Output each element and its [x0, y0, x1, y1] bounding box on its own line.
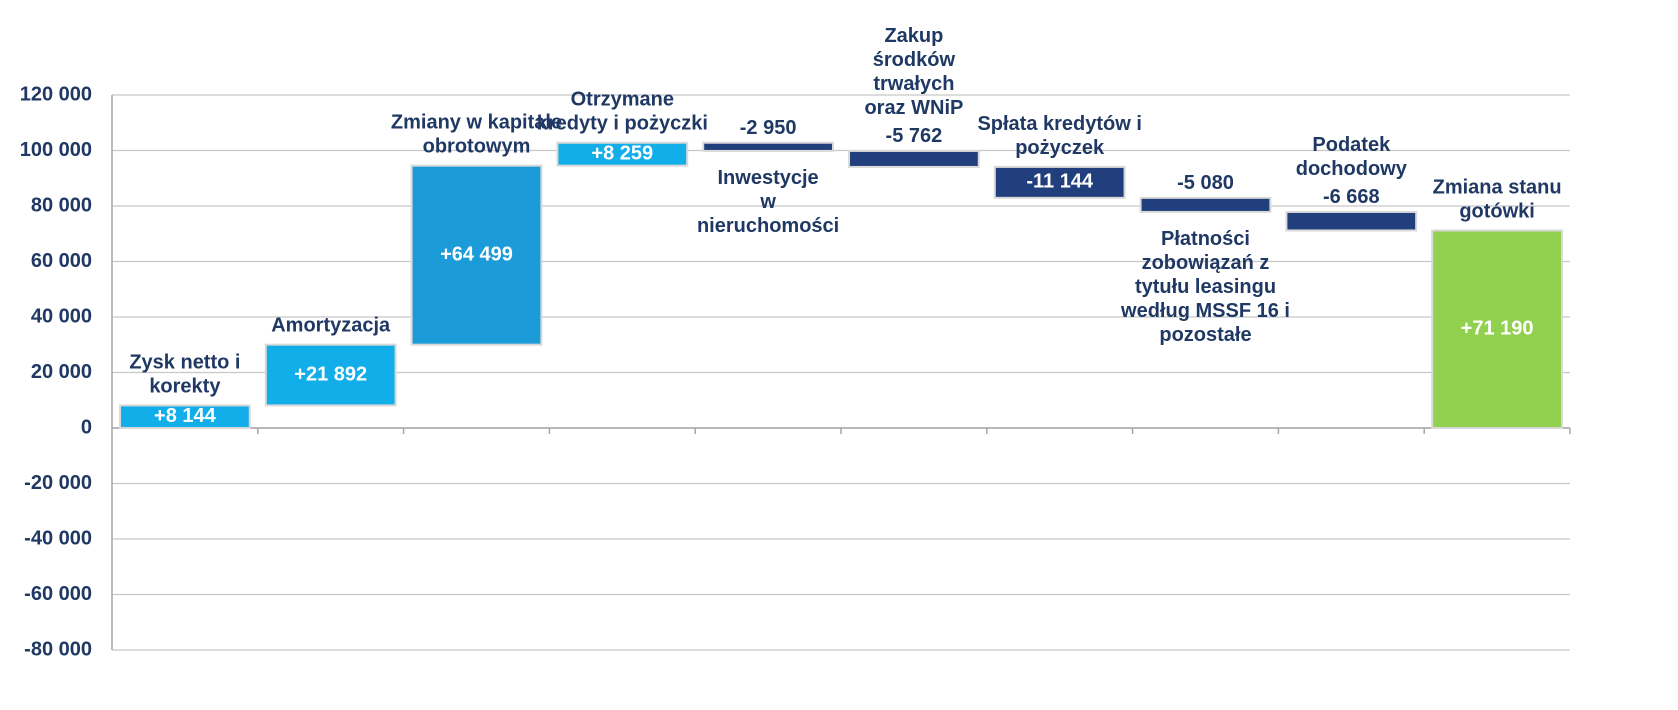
category-label: Spłata kredytów i pożyczek	[977, 113, 1142, 159]
bar	[410, 164, 543, 346]
category-label: Zysk netto i korekty	[129, 352, 240, 398]
category-label: Zmiany w kapitale obrotowym	[391, 112, 562, 158]
value-label: -6 668	[1323, 186, 1380, 208]
y-tick-label: -80 000	[24, 638, 92, 660]
category-label: Płatności zobowiązań z tytułu leasingu wedł…	[1120, 228, 1290, 346]
category-label: Zmiana stanu gotówki	[1433, 177, 1562, 223]
value-label: -11 144	[1026, 171, 1094, 193]
value-label: +8 259	[591, 142, 653, 164]
bar	[556, 141, 689, 167]
bar	[702, 141, 834, 152]
y-tick-label: 40 000	[31, 305, 92, 327]
value-label: +21 892	[294, 363, 367, 385]
y-tick-label: -20 000	[24, 472, 92, 494]
value-label: +71 190	[1461, 318, 1534, 340]
category-label: Inwestycje w nieruchomości	[697, 167, 839, 237]
bar	[1431, 229, 1563, 429]
y-tick-label: 120 000	[20, 83, 92, 105]
y-tick-label: -40 000	[24, 527, 92, 549]
value-label: -5 762	[886, 125, 943, 147]
bar	[993, 165, 1126, 199]
value-label: -2 950	[740, 117, 797, 139]
category-label: Podatek dochodowy	[1296, 134, 1408, 180]
bar	[264, 343, 397, 407]
category-label: Zakup środków trwałych oraz WNiP	[864, 25, 963, 119]
y-tick-label: 100 000	[20, 139, 92, 161]
category-label: Otrzymane kredyty i pożyczki	[537, 89, 708, 135]
y-tick-label: 60 000	[31, 250, 92, 272]
bar	[848, 149, 980, 168]
y-tick-label: -60 000	[24, 583, 92, 605]
y-tick-label: 80 000	[31, 194, 92, 216]
bar	[1139, 196, 1272, 213]
y-tick-label: 0	[81, 416, 92, 438]
value-label: -5 080	[1177, 172, 1234, 194]
bar	[119, 404, 251, 429]
value-label: +64 499	[440, 243, 513, 265]
value-label: +8 144	[154, 405, 217, 427]
y-tick-label: 20 000	[31, 361, 92, 383]
bar	[1285, 210, 1418, 232]
category-label: Amortyzacja	[271, 315, 391, 337]
